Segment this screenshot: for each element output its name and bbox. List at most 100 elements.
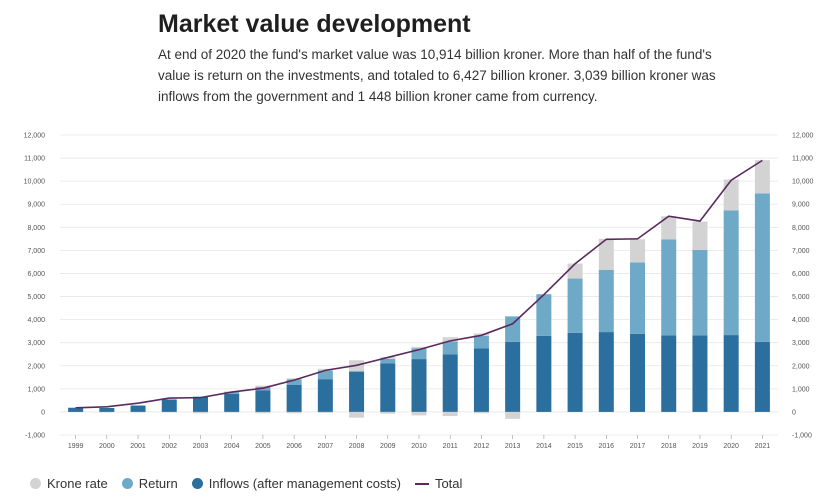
bar-return-2017 bbox=[630, 262, 646, 334]
bar-inflows-2017 bbox=[630, 333, 646, 412]
x-tick-label: 2019 bbox=[692, 443, 708, 450]
y-tick-label-left: 8,000 bbox=[27, 225, 45, 232]
bar-inflows-2016 bbox=[598, 332, 614, 412]
bar-return-2013 bbox=[505, 316, 521, 342]
bar-krone-2007 bbox=[317, 411, 333, 413]
x-tick-label: 2018 bbox=[661, 443, 677, 450]
y-tick-label-left: 2,000 bbox=[27, 363, 45, 370]
x-tick-label: 2000 bbox=[99, 443, 115, 450]
bar-return-2003 bbox=[192, 396, 208, 397]
bar-krone-2011 bbox=[442, 411, 458, 417]
bar-inflows-2010 bbox=[411, 359, 427, 412]
legend-swatch bbox=[414, 482, 429, 485]
bar-krone-2021 bbox=[754, 160, 770, 194]
bar-krone-2000 bbox=[99, 411, 115, 413]
x-tick-label: 2003 bbox=[193, 443, 209, 450]
bar-inflows-2001 bbox=[130, 405, 146, 412]
legend: Krone rate Return Inflows (after managemen… bbox=[30, 476, 462, 491]
bar-krone-2017 bbox=[630, 239, 646, 263]
bar-inflows-2003 bbox=[192, 396, 208, 412]
bar-krone-2005 bbox=[255, 411, 271, 414]
y-tick-label-left: -1,000 bbox=[25, 433, 45, 440]
bar-return-2012 bbox=[473, 335, 489, 349]
x-tick-label: 2002 bbox=[161, 443, 177, 450]
bar-krone-2012 bbox=[473, 411, 489, 414]
bar-krone-2006 bbox=[286, 411, 302, 414]
bar-inflows-2013 bbox=[505, 341, 521, 412]
x-tick-label: 2004 bbox=[224, 443, 240, 450]
bar-return-2016 bbox=[598, 270, 614, 333]
y-tick-label-left: 3,000 bbox=[27, 340, 45, 347]
y-tick-label-right: 4,000 bbox=[792, 317, 810, 324]
bar-inflows-2020 bbox=[723, 335, 739, 412]
bar-krone-2010 bbox=[411, 346, 427, 349]
bar-krone-2002 bbox=[161, 411, 177, 413]
bar-inflows-2009 bbox=[380, 363, 396, 412]
bar-inflows-2007 bbox=[317, 379, 333, 412]
bar-krone-2018 bbox=[661, 216, 677, 240]
legend-swatch bbox=[121, 478, 133, 489]
legend-item-total: Total bbox=[414, 476, 463, 491]
y-tick-label-right: -1,000 bbox=[792, 433, 812, 440]
bar-return-2004 bbox=[224, 392, 240, 394]
bar-return-2001 bbox=[130, 405, 146, 406]
bar-inflows-2002 bbox=[161, 399, 177, 412]
bar-krone-2020 bbox=[723, 179, 739, 211]
y-tick-label-left: 1,000 bbox=[27, 386, 45, 393]
bar-inflows-2011 bbox=[442, 354, 458, 412]
legend-swatch bbox=[30, 478, 41, 489]
x-tick-label: 2020 bbox=[723, 443, 739, 450]
y-tick-label-left: 10,000 bbox=[24, 179, 46, 186]
legend-label: Krone rate bbox=[47, 476, 108, 491]
x-tick-label: 2012 bbox=[474, 443, 490, 450]
x-tick-label: 2013 bbox=[505, 443, 521, 450]
y-tick-label-right: 11,000 bbox=[792, 156, 813, 163]
x-tick-label: 2010 bbox=[411, 443, 427, 450]
bar-return-2021 bbox=[754, 193, 770, 342]
bar-return-2019 bbox=[692, 249, 708, 336]
x-tick-label: 2005 bbox=[255, 443, 271, 450]
bar-inflows-1999 bbox=[68, 408, 84, 412]
y-tick-label-left: 0 bbox=[41, 409, 45, 416]
bar-inflows-2008 bbox=[349, 371, 365, 412]
y-tick-label-left: 6,000 bbox=[27, 271, 45, 278]
y-tick-label-right: 1,000 bbox=[792, 386, 810, 393]
bar-krone-2008 bbox=[349, 411, 365, 418]
bar-return-2006 bbox=[286, 379, 302, 385]
x-tick-label: 2014 bbox=[536, 443, 552, 450]
y-tick-label-left: 9,000 bbox=[27, 202, 45, 209]
x-tick-label: 2007 bbox=[318, 443, 334, 450]
y-tick-label-right: 9,000 bbox=[792, 202, 810, 209]
bar-inflows-2005 bbox=[255, 390, 271, 412]
y-tick-label-right: 10,000 bbox=[792, 179, 814, 186]
y-tick-label-left: 7,000 bbox=[27, 248, 45, 255]
bar-return-2020 bbox=[723, 210, 739, 336]
x-tick-label: 2017 bbox=[630, 443, 646, 450]
bar-krone-2009 bbox=[380, 411, 396, 414]
bar-krone-2004 bbox=[224, 411, 240, 413]
legend-label: Total bbox=[434, 476, 463, 491]
legend-item-krone: Krone rate bbox=[30, 476, 108, 491]
chart-title: Market value development bbox=[158, 10, 471, 38]
bar-return-2007 bbox=[317, 370, 333, 380]
market-value-chart: -1,000 -1,000 0 0 1,000 1,000 2,000 2,000 3,000 3… bbox=[24, 133, 814, 451]
legend-label: Inflows (after management costs) bbox=[208, 476, 401, 491]
bar-krone-2011 bbox=[442, 337, 458, 342]
x-tick-label: 2009 bbox=[380, 443, 396, 450]
bar-krone-2001 bbox=[130, 411, 146, 413]
bar-inflows-2019 bbox=[692, 335, 708, 412]
bar-inflows-2015 bbox=[567, 332, 583, 412]
bar-inflows-2006 bbox=[286, 384, 302, 412]
y-tick-label-left: 11,000 bbox=[24, 156, 45, 163]
y-tick-label-right: 8,000 bbox=[792, 225, 810, 232]
chart-subtitle: At end of 2020 the fund's market value w… bbox=[158, 47, 716, 104]
bar-return-2010 bbox=[411, 348, 427, 360]
x-tick-label: 2016 bbox=[599, 443, 615, 450]
bar-inflows-2000 bbox=[99, 408, 115, 412]
legend-label: Return bbox=[138, 476, 178, 491]
y-tick-label-right: 12,000 bbox=[792, 133, 814, 140]
y-tick-label-right: 2,000 bbox=[792, 363, 810, 370]
y-tick-label-right: 7,000 bbox=[792, 248, 810, 255]
bar-krone-2013 bbox=[505, 411, 521, 419]
bar-krone-2010 bbox=[411, 411, 427, 416]
